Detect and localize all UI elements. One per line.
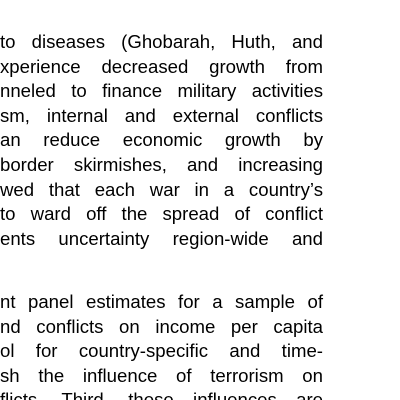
- text-line: wed that each war in a country’s: [0, 178, 323, 200]
- body-paragraph: nt panel estimates for a sample of nd co…: [0, 290, 323, 400]
- text-line: sh the influence of terrorism on: [0, 364, 323, 386]
- text-line: flicts. Third, these influences are: [0, 389, 323, 400]
- text-line: nneled to finance military activities: [0, 80, 323, 102]
- text-line: to ward off the spread of conflict: [0, 203, 323, 225]
- text-line: nt panel estimates for a sample of: [0, 291, 323, 312]
- text-line: ents uncertainty region-wide and: [0, 227, 323, 249]
- text-line: xperience decreased growth from: [0, 55, 323, 77]
- text-line: to diseases (Ghobarah, Huth, and: [0, 31, 323, 52]
- body-paragraph: to diseases (Ghobarah, Huth, and xperien…: [0, 30, 323, 251]
- text-line: an reduce economic growth by: [0, 129, 323, 151]
- text-line: sm, internal and external conflicts: [0, 104, 323, 126]
- text-line: border skirmishes, and increasing: [0, 153, 323, 175]
- text-line: ol for country-specific and time-: [0, 340, 323, 362]
- text-line: nd conflicts on income per capita: [0, 315, 323, 337]
